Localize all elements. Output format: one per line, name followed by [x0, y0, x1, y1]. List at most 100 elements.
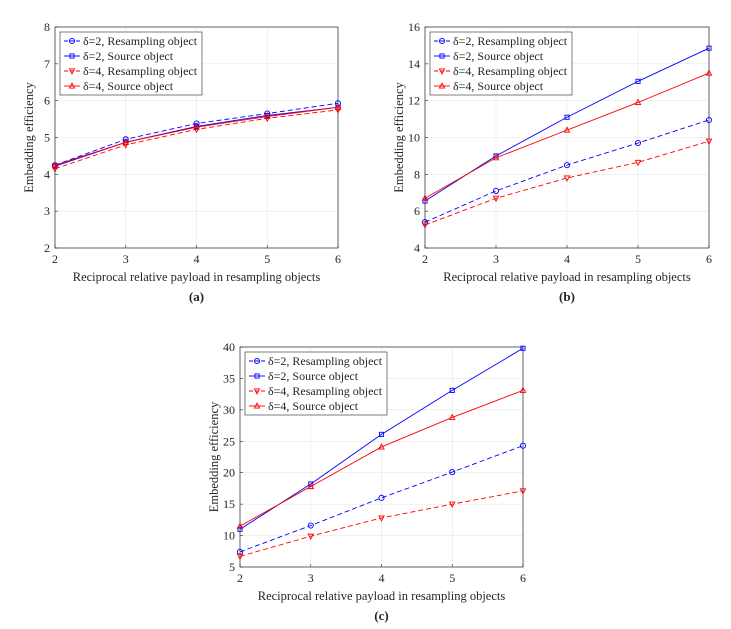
data-point — [448, 501, 456, 508]
x-tick-label: 5 — [449, 571, 455, 585]
y-tick-label: 4 — [414, 241, 420, 255]
y-tick-label: 25 — [223, 434, 235, 448]
x-tick-label: 4 — [564, 252, 570, 266]
legend-marker — [253, 388, 261, 395]
data-point — [236, 522, 244, 529]
legend-marker — [439, 53, 445, 59]
legend-entry: δ=2, Resampling object — [268, 354, 383, 368]
y-tick-label: 40 — [223, 340, 235, 354]
legend-box — [429, 31, 573, 96]
data-point — [378, 515, 385, 522]
data-point — [519, 442, 527, 449]
data-point — [519, 386, 527, 393]
data-point — [51, 161, 59, 168]
data-point — [519, 488, 527, 495]
data-point — [236, 553, 244, 561]
chart-b: 2 3 4 5 6 4 6 8 10 12 14 16 Reciprocal relative payl… — [392, 20, 713, 304]
legend-marker — [68, 37, 76, 45]
legend-entry: δ=4, Source object — [453, 79, 544, 93]
legend-entry: δ=2, Resampling object — [83, 34, 198, 48]
data-point — [634, 159, 642, 167]
x-tick-label: 6 — [706, 252, 712, 266]
legend-marker — [438, 68, 446, 75]
data-point — [378, 494, 385, 501]
data-point — [422, 198, 428, 204]
y-tick-label: 5 — [44, 131, 50, 145]
x-tick-label: 6 — [335, 252, 341, 266]
data-point — [705, 138, 713, 146]
x-tick-label: 6 — [520, 571, 526, 585]
legend-box — [244, 351, 388, 416]
y-axis-label: Embedding efficiency — [207, 401, 221, 512]
y-tick-label: 12 — [408, 94, 420, 108]
y-tick-label: 6 — [44, 94, 50, 108]
data-point — [334, 103, 342, 110]
data-point — [421, 194, 429, 201]
legend-entry: δ=2, Source object — [83, 49, 174, 63]
x-axis-label: Reciprocal relative payload in resamplin… — [73, 270, 321, 284]
panel-label: (c) — [374, 608, 388, 623]
series-0 — [421, 116, 713, 226]
data-point — [449, 387, 455, 393]
series-line — [239, 490, 524, 557]
data-point — [563, 175, 571, 182]
legend-box — [59, 31, 203, 96]
legend-entry: δ=4, Resampling object — [268, 384, 383, 398]
legend-entry: δ=4, Source object — [83, 79, 174, 93]
data-point — [705, 116, 713, 124]
data-point — [634, 98, 642, 106]
x-tick-label: 4 — [379, 571, 385, 585]
y-tick-label: 16 — [408, 20, 420, 34]
data-point — [706, 45, 712, 51]
legend-marker — [253, 357, 261, 365]
chart-c: 2 3 4 5 6 5 10 15 20 25 30 35 40 Reciprocal relative … — [207, 340, 527, 623]
y-tick-label: 15 — [223, 497, 235, 511]
y-tick-label: 10 — [223, 529, 235, 543]
panel-label: (b) — [559, 289, 575, 304]
data-point — [378, 431, 385, 437]
y-tick-label: 8 — [414, 167, 420, 181]
data-point — [564, 114, 570, 120]
y-tick-label: 14 — [408, 57, 420, 71]
legend-marker — [69, 53, 75, 59]
y-tick-label: 5 — [229, 560, 235, 574]
series-line — [239, 389, 524, 527]
x-tick-label: 5 — [264, 252, 270, 266]
y-tick-label: 3 — [44, 204, 50, 218]
y-tick-label: 4 — [44, 167, 50, 181]
series-line — [424, 72, 710, 199]
series-line — [239, 445, 524, 553]
x-tick-label: 5 — [635, 252, 641, 266]
axes-frame — [424, 26, 710, 249]
x-tick-label: 2 — [237, 571, 243, 585]
legend-entry: δ=2, Source object — [453, 49, 544, 63]
series-2 — [236, 488, 527, 561]
x-axis-label: Reciprocal relative payload in resamplin… — [258, 589, 506, 603]
data-point — [492, 153, 500, 161]
series-line — [424, 140, 710, 226]
data-point — [193, 123, 200, 130]
data-point — [563, 162, 571, 169]
data-point — [122, 138, 130, 145]
series-3 — [51, 103, 342, 168]
y-tick-label: 10 — [408, 131, 420, 145]
data-point — [492, 195, 500, 203]
legend-marker — [68, 68, 76, 75]
series-line — [239, 347, 524, 530]
x-tick-label: 4 — [194, 252, 200, 266]
data-point — [378, 443, 385, 450]
y-tick-label: 7 — [44, 57, 50, 71]
data-point — [263, 112, 271, 120]
y-axis-label: Embedding efficiency — [392, 82, 406, 193]
data-point — [122, 142, 130, 149]
x-tick-label: 3 — [308, 571, 314, 585]
x-axis-label: Reciprocal relative payload in resamplin… — [443, 270, 691, 284]
legend-entry: δ=2, Resampling object — [453, 34, 568, 48]
legend-marker — [254, 373, 260, 379]
y-axis-label: Embedding efficiency — [22, 82, 36, 193]
chart-a: 2 3 4 5 6 2 3 4 5 6 7 8 Reciprocal relative payload … — [22, 20, 342, 304]
